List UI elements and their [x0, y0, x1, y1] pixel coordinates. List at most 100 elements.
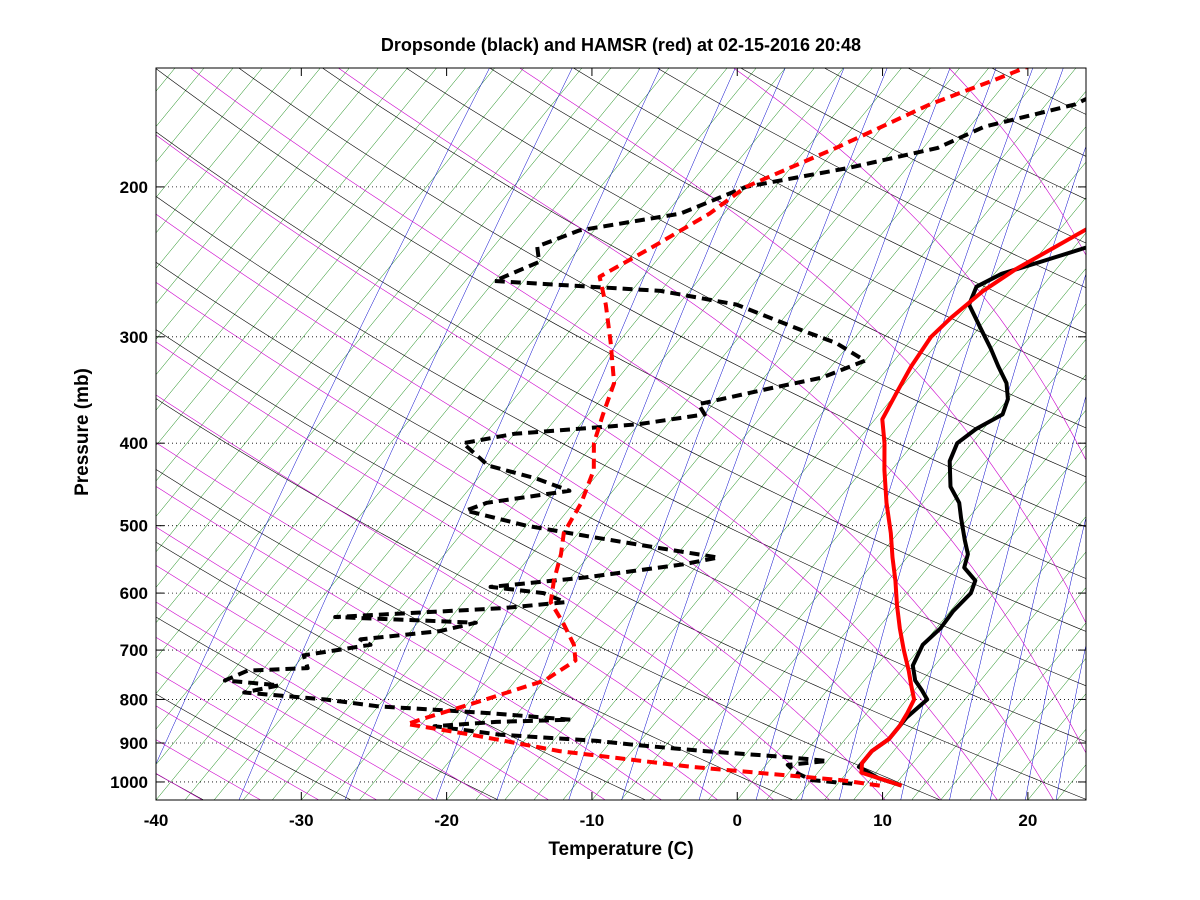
isotherm-line: [156, 68, 205, 127]
mixing-ratio-line: [568, 68, 845, 800]
isotherm-line: [940, 622, 1086, 800]
mixing-ratio-line: [1189, 55, 1200, 804]
dry-adiabat-line: [238, 68, 1086, 528]
isotherm-line: [562, 161, 1086, 800]
dry-adiabat-line: [572, 68, 1086, 334]
isotherm-line: [0, 42, 22, 804]
series-layer: [222, 68, 1086, 788]
y-tick-label: 500: [120, 517, 148, 536]
chart-title: Dropsonde (black) and HAMSR (red) at 02-…: [381, 35, 861, 55]
y-tick-label: 200: [120, 178, 148, 197]
series-line-3: [405, 68, 1031, 788]
background-lines: [0, 42, 1200, 804]
isotherm-line: [156, 68, 292, 234]
y-axis-ticks: 200 300 400 500 600 700 800 900 1000: [110, 178, 1086, 792]
y-tick-label: 400: [120, 434, 148, 453]
moist-adiabat-line: [156, 773, 203, 800]
x-tick-label: -30: [289, 811, 314, 830]
x-tick-label: 10: [873, 811, 892, 830]
moist-adiabat-line: [156, 213, 942, 800]
moist-adiabat-line: [156, 486, 663, 800]
mixing-ratio-line: [949, 272, 1086, 800]
mixing-ratio-line: [156, 68, 490, 765]
y-tick-label: 800: [120, 690, 148, 709]
isotherm-line: [156, 68, 612, 624]
isotherm-line: [156, 68, 525, 517]
isotherm-line: [882, 551, 1086, 800]
mixing-ratio-line: [1108, 55, 1200, 804]
isotherm-line: [0, 42, 51, 804]
isotherm-line: [156, 68, 670, 695]
y-tick-label: 300: [120, 328, 148, 347]
isotherm-line: [271, 68, 873, 800]
dry-adiabat-line: [156, 329, 1086, 800]
series-line-2: [222, 96, 1086, 786]
moist-adiabat-line: [156, 601, 493, 800]
isotherm-line: [911, 586, 1086, 800]
dry-adiabat-line: [156, 616, 499, 800]
isotherm-line: [795, 445, 1086, 800]
mixing-ratio-line: [1151, 55, 1200, 804]
dry-adiabat-line: [156, 541, 647, 800]
isotherm-line: [1141, 42, 1200, 804]
isotherm-line: [736, 374, 1086, 800]
x-tick-label: -20: [434, 811, 459, 830]
isotherm-line: [591, 197, 1086, 800]
isotherm-line: [156, 68, 554, 553]
isotherm-line: [242, 68, 844, 800]
mixing-ratio-line: [238, 68, 573, 800]
isotherm-line: [417, 68, 1019, 800]
x-tick-label: 20: [1018, 811, 1037, 830]
series-line-1: [859, 227, 1086, 788]
mixing-ratio-line: [1055, 643, 1086, 800]
isotherm-line: [475, 68, 1077, 800]
isotherm-line: [824, 480, 1086, 800]
isotherm-line: [0, 42, 109, 804]
isotherm-line: [504, 90, 1086, 800]
isotherm-line: [156, 68, 408, 376]
series-line-0: [856, 245, 1086, 788]
moist-adiabat-line: [156, 739, 262, 800]
dry-adiabat-line: [489, 68, 1086, 381]
moist-adiabat-line: [519, 68, 1086, 624]
isotherm-line: [156, 68, 234, 163]
isotherm-line: [388, 68, 990, 800]
moist-adiabat-line: [156, 281, 886, 800]
x-tick-label: -40: [144, 811, 169, 830]
mixing-ratio-line: [496, 68, 786, 800]
moist-adiabat-line: [156, 671, 378, 800]
mixing-ratio-line: [801, 68, 1034, 800]
isotherm-line: [184, 68, 786, 800]
isotherm-line: [1085, 799, 1086, 800]
isotherm-line: [533, 126, 1086, 800]
mixing-ratio-line: [990, 394, 1086, 800]
x-tick-label: -10: [580, 811, 605, 830]
isotherm-line: [707, 338, 1086, 800]
isotherm-line: [678, 303, 1086, 800]
isotherm-line: [156, 68, 699, 730]
isotherm-line: [1170, 42, 1200, 804]
isotherm-line: [998, 693, 1086, 800]
mixing-ratio-line: [755, 68, 997, 800]
isotherm-line: [620, 232, 1086, 800]
moist-adiabat-line: [156, 442, 719, 800]
moist-adiabat-line: [733, 68, 1086, 461]
mixing-ratio-line: [900, 145, 1086, 800]
isotherm-line: [853, 516, 1086, 800]
x-tick-label: 0: [733, 811, 742, 830]
isotherm-line: [446, 68, 1048, 800]
dry-adiabat-line: [156, 68, 1086, 579]
dry-adiabat-line: [156, 131, 1086, 632]
isotherm-line: [156, 68, 583, 588]
isotherm-line: [1112, 42, 1200, 804]
dry-adiabat-line: [156, 773, 205, 800]
isotherm-line: [969, 657, 1086, 800]
y-tick-label: 600: [120, 584, 148, 603]
isotherm-line: [765, 409, 1086, 800]
y-tick-label: 900: [120, 734, 148, 753]
mixing-ratio-line: [839, 68, 1064, 800]
pressure-gridlines: [156, 186, 1086, 783]
isotherm-line: [156, 68, 321, 269]
isotherm-line: [156, 68, 379, 340]
